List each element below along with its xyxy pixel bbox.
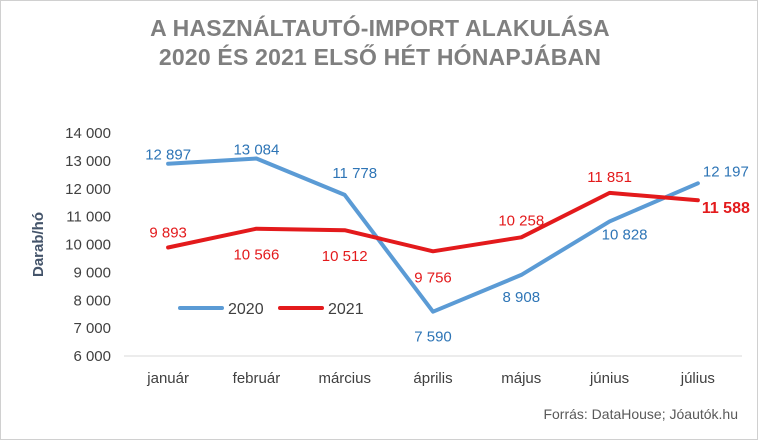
y-tick-label: 9 000 xyxy=(73,264,111,281)
data-label: 8 908 xyxy=(503,289,541,306)
y-tick-label: 13 000 xyxy=(65,153,111,170)
legend-label: 2021 xyxy=(328,301,364,318)
data-label: 10 258 xyxy=(498,212,544,229)
y-tick-label: 7 000 xyxy=(73,320,111,337)
series-line-2021 xyxy=(166,190,700,254)
y-axis-title: Darab/hó xyxy=(30,212,47,277)
data-label: 12 197 xyxy=(703,163,749,180)
x-tick-label: január xyxy=(146,370,189,387)
y-tick-label: 8 000 xyxy=(73,292,111,309)
x-tick-label: július xyxy=(680,370,715,387)
data-label: 11 588 xyxy=(702,200,750,217)
x-tick-label: május xyxy=(501,370,541,387)
data-label: 9 893 xyxy=(149,224,187,241)
data-label: 10 512 xyxy=(322,248,368,265)
title-line-2: 2020 ÉS 2021 ELSŐ HÉT HÓNAPJÁBAN xyxy=(158,44,602,70)
y-tick-label: 11 000 xyxy=(66,209,111,226)
legend-label: 2020 xyxy=(228,301,264,318)
x-tick-label: április xyxy=(413,370,452,387)
data-label: 10 828 xyxy=(602,226,648,243)
chart-title: A HASZNÁLTAUTÓ-IMPORT ALAKULÁSA 2020 ÉS … xyxy=(0,14,760,72)
y-tick-label: 10 000 xyxy=(65,237,111,254)
data-label: 7 590 xyxy=(414,329,452,346)
data-label: 10 566 xyxy=(233,247,279,264)
series-line-2020 xyxy=(166,156,700,314)
data-label: 9 756 xyxy=(414,269,452,286)
y-tick-label: 12 000 xyxy=(65,181,111,198)
data-label: 11 778 xyxy=(332,165,377,182)
data-label: 11 851 xyxy=(587,169,632,186)
y-tick-label: 14 000 xyxy=(65,125,111,142)
source-note: Forrás: DataHouse; Jóautók.hu xyxy=(543,406,738,422)
data-label: 12 897 xyxy=(145,147,191,164)
x-tick-label: március xyxy=(318,370,371,387)
data-label: 13 084 xyxy=(233,142,279,159)
x-tick-label: február xyxy=(233,370,281,387)
title-line-1: A HASZNÁLTAUTÓ-IMPORT ALAKULÁSA xyxy=(150,15,610,41)
y-tick-label: 6 000 xyxy=(73,348,111,365)
x-tick-label: június xyxy=(589,370,629,387)
